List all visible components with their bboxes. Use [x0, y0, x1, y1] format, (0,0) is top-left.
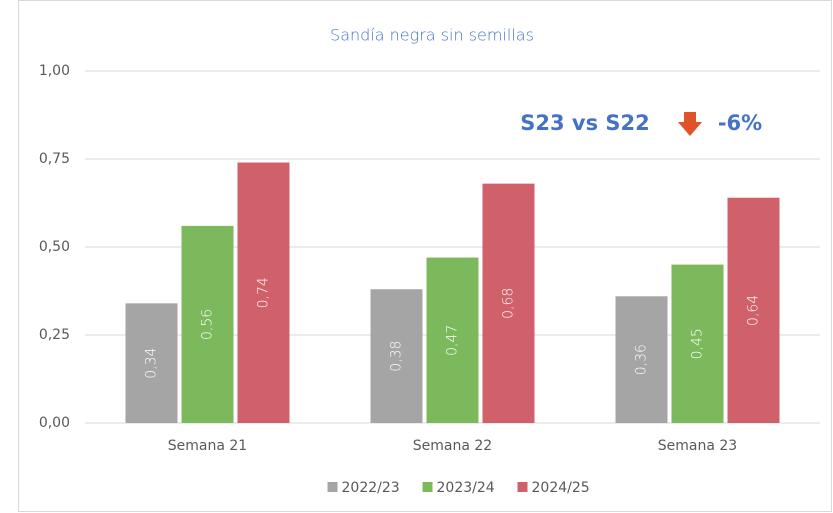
value-label: 0,74	[256, 277, 272, 308]
legend-label: 2024/25	[532, 480, 590, 496]
legend-swatch	[422, 482, 433, 492]
value-label: 0,56	[200, 309, 216, 340]
value-label: 0,45	[690, 328, 706, 359]
value-label: 0,64	[746, 295, 762, 326]
legend-label: 2023/24	[437, 480, 495, 496]
bar	[237, 162, 290, 423]
value-label: 0,47	[445, 325, 461, 356]
value-label: 0,68	[501, 288, 517, 319]
y-tick-label: 1,00	[39, 63, 70, 79]
y-tick-label: 0,25	[39, 327, 70, 343]
bar	[125, 303, 178, 423]
x-tick-label: Semana 21	[168, 438, 247, 454]
value-label: 0,36	[634, 344, 650, 375]
chart-title: Sandía negra sin semillas	[330, 26, 534, 45]
bar	[426, 257, 479, 423]
value-label: 0,34	[144, 348, 160, 379]
legend-swatch	[327, 482, 338, 492]
chart-frame	[18, 0, 832, 512]
annotation-change: -6%	[718, 111, 762, 135]
bar	[181, 225, 234, 423]
x-tick-label: Semana 22	[413, 438, 492, 454]
value-label: 0,38	[389, 341, 405, 372]
bar	[482, 183, 535, 423]
y-tick-label: 0,75	[39, 151, 70, 167]
legend-swatch	[517, 482, 528, 492]
x-tick-label: Semana 23	[658, 438, 737, 454]
bar	[615, 296, 668, 423]
bar	[671, 264, 724, 423]
y-tick-label: 0,00	[39, 415, 70, 431]
y-tick-label: 0,50	[39, 239, 70, 255]
bar	[370, 289, 423, 423]
down-arrow	[678, 112, 702, 136]
legend-label: 2022/23	[342, 480, 400, 496]
annotation-text: S23 vs S22	[520, 111, 650, 135]
bar	[727, 197, 780, 423]
